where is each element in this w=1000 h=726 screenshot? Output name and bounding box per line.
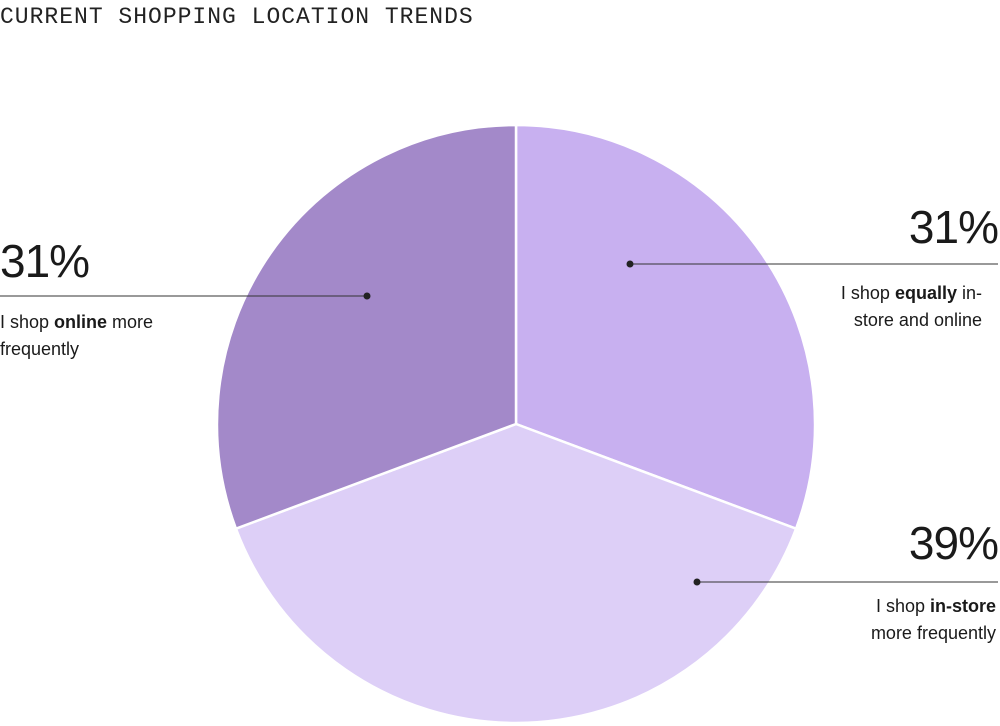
chart-title: CURRENT SHOPPING LOCATION TRENDS	[0, 4, 474, 30]
slice-label: I shop online more frequently	[0, 309, 165, 363]
slice-label: I shop in-store more frequently	[831, 593, 996, 647]
leader-dot	[693, 578, 701, 586]
label-text: in-store	[929, 596, 996, 616]
label-text: I shop	[875, 596, 930, 616]
value-label: 39%	[908, 517, 999, 569]
value-label: 31%	[908, 201, 999, 253]
label-text: more frequently	[870, 623, 996, 643]
leader-dot	[626, 260, 634, 268]
pie-slice	[215, 123, 518, 531]
label-text: equally	[894, 283, 957, 303]
label-text: more frequently	[0, 312, 154, 359]
label-text: I shop	[840, 283, 895, 303]
label-text: online	[54, 312, 108, 332]
pie-slice	[514, 123, 817, 531]
leader-dot	[363, 292, 371, 300]
label-text: in-store and online	[853, 283, 982, 330]
label-text: I shop	[0, 312, 55, 332]
pie-slice	[234, 422, 798, 725]
slice-label: I shop equally in-store and online	[832, 280, 982, 334]
value-label: 31%	[0, 235, 90, 287]
